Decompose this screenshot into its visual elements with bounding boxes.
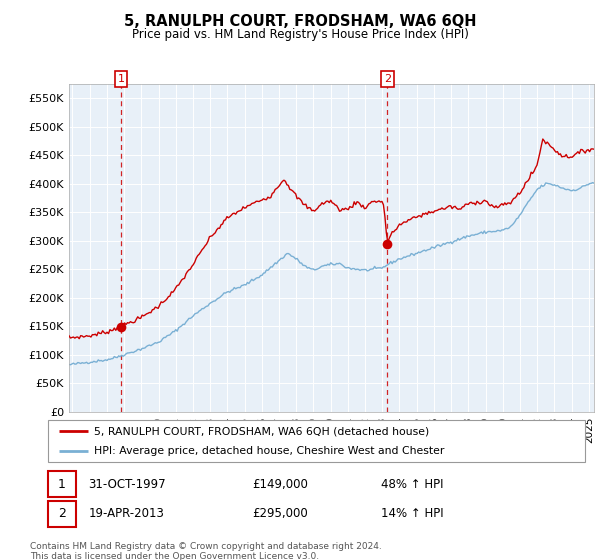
Text: Price paid vs. HM Land Registry's House Price Index (HPI): Price paid vs. HM Land Registry's House … [131, 28, 469, 41]
Text: Contains HM Land Registry data © Crown copyright and database right 2024.: Contains HM Land Registry data © Crown c… [30, 542, 382, 551]
Text: 48% ↑ HPI: 48% ↑ HPI [381, 478, 443, 491]
Text: £295,000: £295,000 [252, 507, 308, 520]
Text: 31-OCT-1997: 31-OCT-1997 [88, 478, 166, 491]
FancyBboxPatch shape [48, 420, 585, 462]
FancyBboxPatch shape [48, 501, 76, 527]
Text: This data is licensed under the Open Government Licence v3.0.: This data is licensed under the Open Gov… [30, 552, 319, 560]
Text: 1: 1 [118, 74, 125, 84]
Text: £149,000: £149,000 [252, 478, 308, 491]
Text: 5, RANULPH COURT, FRODSHAM, WA6 6QH (detached house): 5, RANULPH COURT, FRODSHAM, WA6 6QH (det… [94, 426, 429, 436]
FancyBboxPatch shape [48, 471, 76, 497]
Text: 19-APR-2013: 19-APR-2013 [88, 507, 164, 520]
Text: 2: 2 [58, 507, 66, 520]
Text: 1: 1 [58, 478, 66, 491]
Text: 14% ↑ HPI: 14% ↑ HPI [381, 507, 443, 520]
Text: 5, RANULPH COURT, FRODSHAM, WA6 6QH: 5, RANULPH COURT, FRODSHAM, WA6 6QH [124, 14, 476, 29]
Text: 2: 2 [384, 74, 391, 84]
Text: HPI: Average price, detached house, Cheshire West and Chester: HPI: Average price, detached house, Ches… [94, 446, 444, 456]
